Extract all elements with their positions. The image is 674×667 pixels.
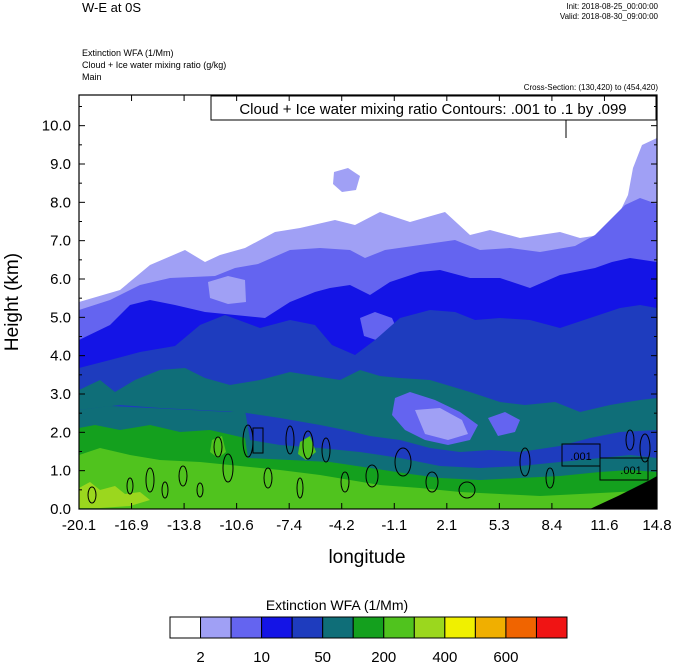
cloud-contour [302, 430, 314, 460]
y-tick-label: 8.0 [50, 194, 71, 211]
x-tick-label: -16.9 [114, 517, 148, 534]
contour-label-2: .001 [620, 465, 641, 477]
x-tick-label: 11.6 [590, 517, 618, 534]
cloud-contour [321, 437, 331, 463]
cloud-contour [178, 465, 188, 487]
colorbar-swatch [261, 616, 293, 639]
contour-level-10-lighter-gap [208, 276, 246, 304]
colorbar-title: Extinction WFA (1/Mm) [265, 597, 409, 613]
colorbar-tick-label: 10 [253, 649, 270, 666]
cloud-contour [340, 471, 350, 493]
y-tick-label: 2.0 [50, 424, 71, 441]
x-axis: -20.1 -16.9 -13.8 -10.6 -7.4 -4.2 -1.1 2.1 5.3 8.… [62, 95, 672, 534]
y-tick-label: 1.0 [50, 463, 71, 480]
x-tick-label: -4.2 [329, 517, 355, 534]
cloud-contour [599, 457, 649, 481]
colorbar-tick-label: 50 [314, 649, 331, 666]
y-tick-label: 0.0 [50, 501, 71, 518]
terrain [590, 476, 657, 509]
colorbar-tick-label: 2 [196, 649, 204, 666]
contour-info-box: Cloud + Ice water mixing ratio Contours:… [210, 95, 657, 121]
x-axis-label: longitude [328, 547, 405, 568]
cloud-contour [87, 486, 97, 504]
cloud-contour [296, 477, 304, 499]
contour-label-1: .001 [570, 451, 591, 463]
cloud-contour [145, 467, 155, 493]
cloud-contour [252, 427, 264, 454]
cloud-contour [161, 481, 169, 499]
page-title: W-E at 0S [82, 0, 142, 15]
colorbar-swatch [413, 616, 446, 639]
cloud-contour [458, 481, 476, 499]
x-tick-label: 2.1 [436, 517, 457, 534]
x-tick-label: -10.6 [220, 517, 254, 534]
x-tick-label: -20.1 [62, 517, 96, 534]
y-tick-label: 5.0 [50, 309, 71, 326]
x-tick-label: 5.3 [489, 517, 510, 534]
contour-level-2-lower-patch [415, 408, 468, 440]
colorbar-swatch [200, 616, 232, 639]
contour-level-600 [79, 482, 150, 508]
y-tick-label: 4.0 [50, 348, 71, 365]
contour-level-500 [79, 448, 657, 509]
colorbar-tick-label: 600 [493, 649, 518, 666]
field-description-extinction: Extinction WFA (1/Mm) [82, 48, 174, 58]
colorbar-swatch [444, 616, 476, 639]
y-tick-label: 7.0 [50, 233, 71, 250]
colorbar-swatch [535, 616, 568, 639]
colorbar [169, 616, 568, 639]
plot-frame [78, 94, 658, 510]
colorbar-swatch [230, 616, 263, 639]
colorbar-swatch [383, 616, 415, 639]
cloud-contour [213, 436, 223, 458]
y-tick-label: 3.0 [50, 386, 71, 403]
colorbar-swatch [291, 616, 324, 639]
cloud-contour [285, 425, 295, 455]
x-tick-label: 8.4 [541, 517, 562, 534]
cloud-contour [394, 447, 412, 477]
cross-section-label: Cross-Section: (130,420) to (454,420) [523, 83, 658, 92]
cloud-contour [561, 443, 601, 467]
x-tick-label: 14.8 [642, 517, 671, 534]
y-axis: 0.0 1.0 2.0 3.0 4.0 5.0 6.0 7.0 8.0 9.0 10.0 [42, 106, 657, 518]
filled-contour-field: .001 .001 [79, 95, 657, 509]
cloud-contour [126, 477, 134, 495]
x-tick-label: -7.4 [276, 517, 302, 534]
cloud-contour [222, 453, 234, 483]
cloud-contour [263, 467, 273, 489]
cloud-contour [425, 471, 439, 493]
colorbar-tick-label: 200 [371, 649, 396, 666]
contour-info-text: Cloud + Ice water mixing ratio Contours:… [239, 101, 626, 118]
colorbar-swatch [474, 616, 507, 639]
valid-time-label: Valid: 2018-08-30_09:00:00 [559, 12, 658, 21]
colorbar-swatch [169, 616, 202, 639]
y-axis-label: Height (km) [2, 253, 23, 351]
colorbar-labels: 2 10 50 200 400 600 [196, 649, 518, 666]
cloud-contour [625, 429, 635, 451]
colorbar-tick-label: 400 [432, 649, 457, 666]
cloud-ice-contour-lines [87, 120, 651, 504]
cloud-contour [639, 433, 651, 463]
x-tick-label: -1.1 [381, 517, 407, 534]
field-description-cloud-ice: Cloud + Ice water mixing ratio (g/kg) [82, 60, 227, 70]
cloud-contour [196, 482, 204, 498]
cloud-contour [519, 447, 531, 477]
colorbar-swatch [322, 616, 354, 639]
y-tick-label: 9.0 [50, 156, 71, 173]
x-tick-label: -13.8 [167, 517, 201, 534]
cloud-contour [545, 467, 555, 489]
colorbar-swatch [505, 616, 537, 639]
contour-level-10-right-patch [488, 412, 520, 436]
colorbar-swatch [352, 616, 385, 639]
contour-level-2-upper-patch [333, 168, 360, 192]
cloud-contour [365, 464, 379, 488]
field-description-main: Main [82, 72, 102, 82]
y-tick-label: 6.0 [50, 271, 71, 288]
contour-level-400-spot-1 [210, 436, 226, 458]
init-time-label: Init: 2018-08-25_00:00:00 [566, 2, 658, 11]
y-tick-label: 10.0 [42, 118, 71, 135]
